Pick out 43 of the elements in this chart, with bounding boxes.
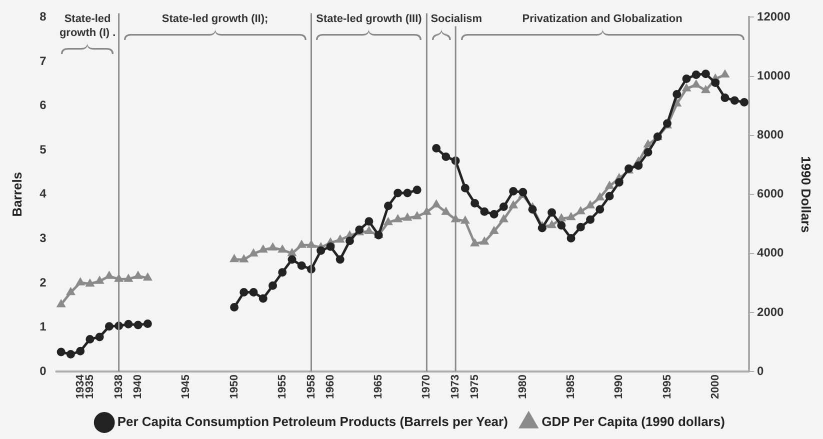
y-tick-label: 8 xyxy=(40,10,47,24)
annotation: State-led growth (I) . xyxy=(59,13,116,40)
annotation: Socialism xyxy=(430,13,482,26)
y2-tick-label: 8000 xyxy=(757,128,784,142)
y2-tick-label: 6000 xyxy=(757,186,784,201)
x-tick-label: 1970 xyxy=(420,374,433,400)
x-tick-label: 1980 xyxy=(516,374,529,400)
y-tick-label: 2 xyxy=(40,275,47,290)
y2-axis-title: 1990 Dollars xyxy=(798,156,814,233)
x-tick-label: 1965 xyxy=(372,374,385,400)
y-tick-label: 1 xyxy=(40,320,47,334)
y2-tick-label: 12000 xyxy=(757,10,791,24)
x-tick-label: 1940 xyxy=(132,374,144,400)
annotation: State-led growth (III) xyxy=(316,13,422,26)
annotation: Privatization and Globalization xyxy=(522,13,683,26)
y2-tick-label: 2000 xyxy=(757,304,784,319)
y2-tick-label: 4000 xyxy=(757,246,784,260)
y-axis-title: Barrels xyxy=(9,172,24,217)
x-tick-label: 1958 xyxy=(305,374,318,400)
y-tick-label: 0 xyxy=(40,364,47,378)
y2-tick-label: 0 xyxy=(757,364,764,378)
x-tick-label: 1945 xyxy=(180,374,192,400)
y-tick-label: 5 xyxy=(40,142,47,156)
x-tick-label: 1935 xyxy=(84,374,96,400)
y-tick-label: 6 xyxy=(40,98,47,112)
x-tick-label: 2000 xyxy=(709,374,722,400)
x-tick-label: 1975 xyxy=(468,374,481,400)
y-tick-label: 4 xyxy=(40,186,47,201)
x-tick-label: 1960 xyxy=(324,374,337,400)
x-tick-label: 1955 xyxy=(276,374,288,400)
legend-label: Per Capita Consumption Petroleum Products (Barrels per Year) xyxy=(117,414,508,430)
y2-tick-label: 10000 xyxy=(757,68,791,83)
annotation: State-led growth (II); xyxy=(162,13,268,26)
y-tick-label: 7 xyxy=(40,54,47,68)
x-tick-label: 1934 xyxy=(74,374,86,400)
y-tick-label: 3 xyxy=(40,230,47,245)
x-tick-label: 1938 xyxy=(112,374,125,400)
x-tick-label: 1990 xyxy=(613,374,626,400)
x-tick-label: 1950 xyxy=(228,374,240,400)
x-tick-label: 1995 xyxy=(661,374,674,400)
legend-label: GDP Per Capita (1990 dollars) xyxy=(542,414,725,430)
x-tick-label: 1973 xyxy=(450,374,462,400)
x-tick-label: 1985 xyxy=(565,374,578,400)
